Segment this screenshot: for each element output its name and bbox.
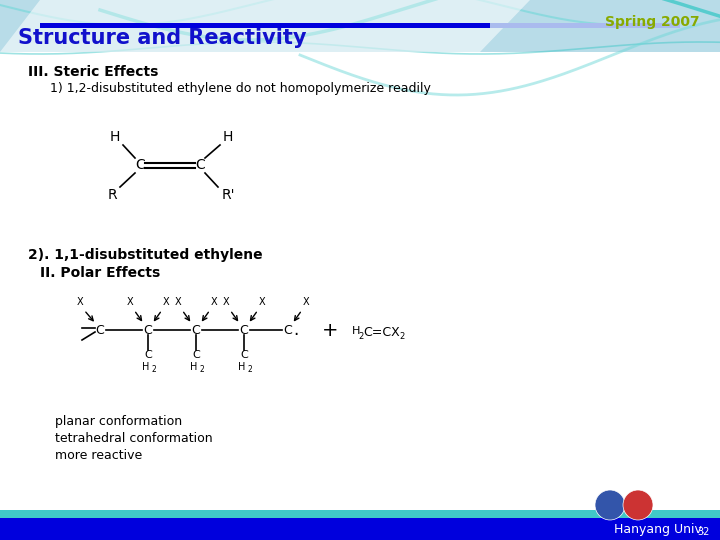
Bar: [490, 23, 680, 28]
Bar: [40, 23, 490, 28]
Bar: [0, 518, 720, 540]
Text: .: .: [293, 321, 299, 339]
Text: X: X: [222, 297, 229, 307]
Text: 2). 1,1-disubstituted ethylene: 2). 1,1-disubstituted ethylene: [28, 248, 263, 262]
Text: X: X: [258, 297, 265, 307]
Bar: [0, 0, 720, 52]
Text: C: C: [240, 323, 248, 336]
Circle shape: [595, 490, 625, 520]
Bar: [0, 510, 720, 518]
Text: C: C: [195, 158, 205, 172]
Text: X: X: [302, 297, 310, 307]
Text: C: C: [192, 350, 200, 360]
Text: X: X: [163, 297, 169, 307]
Text: Hanyang Univ.: Hanyang Univ.: [614, 523, 705, 536]
Text: Spring 2007: Spring 2007: [606, 15, 700, 29]
Text: Structure and Reactivity: Structure and Reactivity: [18, 28, 307, 48]
Text: 2: 2: [399, 332, 404, 341]
Text: C: C: [284, 323, 292, 336]
Text: R: R: [107, 188, 117, 202]
Text: +: +: [322, 321, 338, 340]
Text: R': R': [221, 188, 235, 202]
Text: X: X: [127, 297, 133, 307]
Text: 2: 2: [152, 366, 156, 375]
Circle shape: [623, 490, 653, 520]
Text: 2: 2: [248, 366, 253, 375]
Text: H: H: [110, 130, 120, 144]
Text: H: H: [238, 362, 246, 372]
Text: H: H: [352, 326, 361, 336]
Text: H: H: [143, 362, 150, 372]
Text: II. Polar Effects: II. Polar Effects: [40, 266, 161, 280]
Text: X: X: [211, 297, 217, 307]
Text: C: C: [96, 323, 104, 336]
Text: more reactive: more reactive: [55, 449, 143, 462]
Text: C: C: [192, 323, 200, 336]
Text: III. Steric Effects: III. Steric Effects: [28, 65, 158, 79]
Text: C: C: [143, 323, 153, 336]
Text: X: X: [77, 297, 84, 307]
Text: 32: 32: [698, 527, 710, 537]
Text: 2: 2: [199, 366, 204, 375]
Text: tetrahedral conformation: tetrahedral conformation: [55, 432, 212, 445]
Text: C: C: [144, 350, 152, 360]
Text: 1) 1,2-disubstituted ethylene do not homopolymerize readily: 1) 1,2-disubstituted ethylene do not hom…: [50, 82, 431, 95]
Text: C=CX: C=CX: [363, 326, 400, 339]
Text: C: C: [240, 350, 248, 360]
Text: C: C: [135, 158, 145, 172]
Text: H: H: [222, 130, 233, 144]
Text: 2: 2: [358, 332, 364, 341]
Text: X: X: [175, 297, 181, 307]
Text: planar conformation: planar conformation: [55, 415, 182, 428]
Polygon shape: [0, 0, 530, 52]
Text: H: H: [190, 362, 198, 372]
